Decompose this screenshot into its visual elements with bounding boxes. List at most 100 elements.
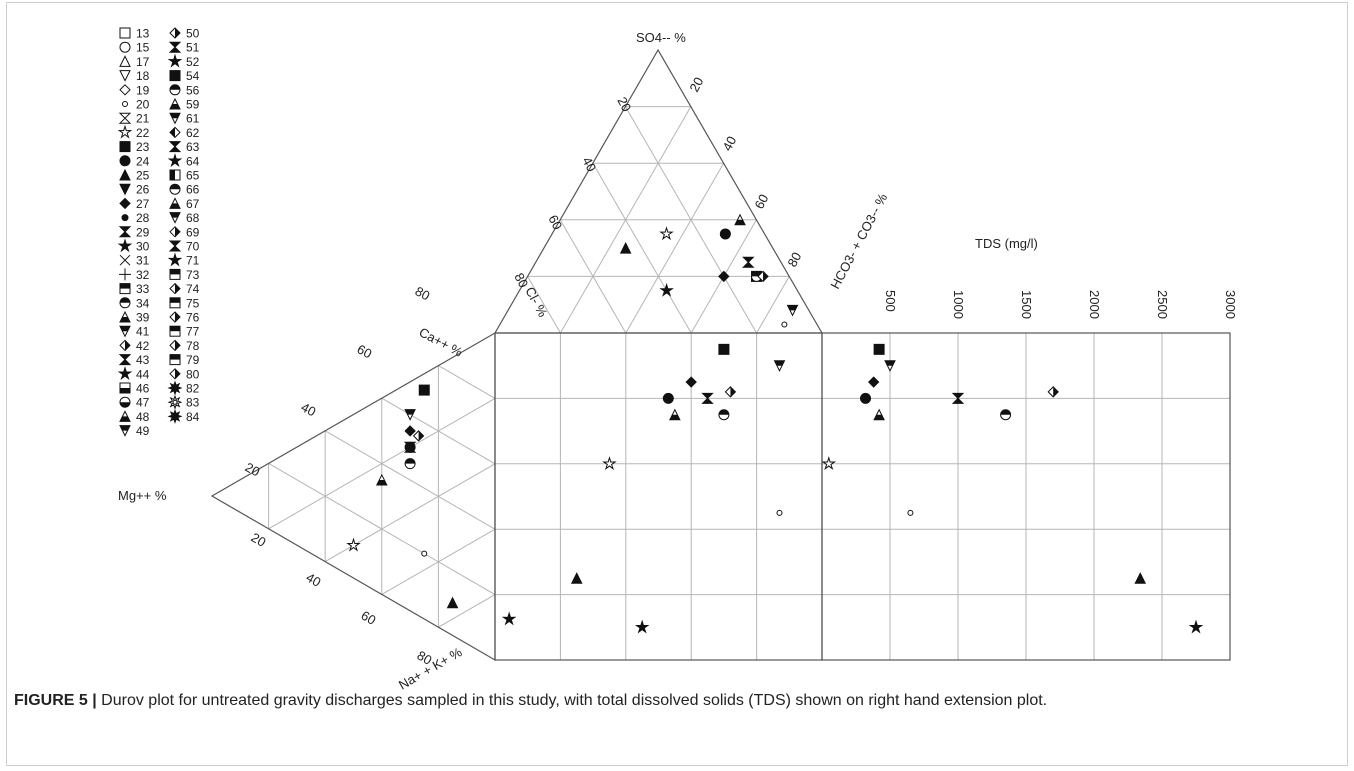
legend-marker-80 bbox=[169, 368, 181, 380]
tick-na-20: 20 bbox=[249, 530, 269, 550]
tick-na-80: 80 bbox=[415, 648, 435, 668]
point-tds-24 bbox=[860, 392, 872, 404]
caption-text: Durov plot for untreated gravity dischar… bbox=[96, 692, 1048, 709]
point-tds-22 bbox=[821, 456, 837, 470]
legend-marker-84 bbox=[167, 408, 183, 424]
legend-marker-71 bbox=[167, 252, 183, 267]
legend-label-56: 56 bbox=[186, 83, 200, 97]
point-cation-23 bbox=[418, 384, 430, 396]
tick-na-60: 60 bbox=[359, 608, 379, 628]
legend-marker-78 bbox=[169, 339, 181, 352]
tick-hco3-40: 40 bbox=[719, 134, 739, 154]
point-cation-34 bbox=[404, 458, 416, 470]
legend-marker-42 bbox=[119, 339, 131, 352]
point-anion-25 bbox=[619, 241, 632, 254]
point-anion-29 bbox=[742, 256, 755, 268]
legend-marker-70 bbox=[168, 240, 182, 252]
legend-label-39: 39 bbox=[136, 311, 150, 325]
legend-label-13: 13 bbox=[136, 27, 150, 41]
point-square-34 bbox=[718, 409, 730, 421]
point-square-48 bbox=[669, 408, 681, 421]
point-square-20 bbox=[776, 509, 783, 516]
tick-tds-3000: 3000 bbox=[1223, 290, 1238, 319]
legend-label-75: 75 bbox=[186, 296, 200, 310]
legend-label-59: 59 bbox=[186, 98, 200, 112]
legend-label-67: 67 bbox=[186, 197, 200, 211]
point-anion-48 bbox=[734, 213, 746, 226]
legend-marker-21 bbox=[118, 112, 132, 124]
legend-label-46: 46 bbox=[136, 382, 150, 396]
legend-label-52: 52 bbox=[186, 55, 200, 69]
tick-cl-80: 80 bbox=[511, 270, 531, 290]
point-cation-74 bbox=[412, 430, 425, 442]
durov-plot: 1315171819202122232425262728293031323334… bbox=[117, 27, 1238, 690]
point-anion-22 bbox=[659, 226, 674, 241]
legend-label-79: 79 bbox=[186, 353, 200, 367]
legend-label-73: 73 bbox=[186, 268, 200, 282]
point-anion-24 bbox=[719, 228, 731, 240]
legend-label-65: 65 bbox=[186, 169, 200, 183]
legend-label-74: 74 bbox=[186, 282, 200, 296]
axis-label-cl: Cl- % bbox=[522, 284, 550, 319]
legend-label-82: 82 bbox=[186, 382, 200, 396]
tick-tds-2500: 2500 bbox=[1155, 290, 1170, 319]
legend-label-76: 76 bbox=[186, 311, 200, 325]
point-square-23 bbox=[718, 343, 730, 355]
legend-marker-62 bbox=[169, 126, 181, 139]
legend-marker-17 bbox=[119, 55, 131, 67]
legend-label-71: 71 bbox=[186, 254, 200, 268]
legend-marker-31 bbox=[119, 254, 131, 266]
legend-marker-61 bbox=[169, 112, 181, 125]
legend-marker-34 bbox=[119, 297, 131, 309]
legend-label-33: 33 bbox=[136, 282, 150, 296]
legend-label-84: 84 bbox=[186, 410, 200, 424]
legend-label-43: 43 bbox=[136, 353, 150, 367]
legend-marker-79 bbox=[169, 354, 181, 366]
plot-outline bbox=[210, 48, 1231, 662]
legend-marker-50 bbox=[169, 27, 181, 39]
point-anion-34 bbox=[751, 270, 762, 282]
point-cation-25 bbox=[446, 596, 459, 609]
legend-label-32: 32 bbox=[136, 268, 150, 282]
legend-marker-23 bbox=[119, 141, 131, 153]
tick-tds-1500: 1500 bbox=[1019, 290, 1034, 319]
point-tds-34 bbox=[1000, 409, 1012, 421]
legend-label-49: 49 bbox=[136, 424, 150, 438]
point-tds-49 bbox=[884, 360, 896, 372]
legend-marker-33 bbox=[119, 283, 131, 295]
legend-marker-51 bbox=[168, 41, 182, 53]
legend-marker-68 bbox=[169, 212, 181, 224]
tick-tds-2000: 2000 bbox=[1087, 290, 1102, 319]
legend-label-80: 80 bbox=[186, 367, 200, 381]
tick-labels: 20 40 60 80 20 40 60 80 20 40 60 80 20 40 60 80 500 1000 1… bbox=[243, 75, 1238, 668]
tick-tds-1000: 1000 bbox=[951, 290, 966, 319]
tick-tds-500: 500 bbox=[883, 290, 898, 312]
legend-marker-27 bbox=[119, 197, 131, 210]
tick-ca-80: 80 bbox=[413, 283, 433, 303]
point-anion-52 bbox=[659, 282, 674, 297]
legend-marker-15 bbox=[119, 41, 131, 53]
legend-label-68: 68 bbox=[186, 211, 200, 225]
legend-marker-18 bbox=[119, 70, 131, 82]
legend-label-25: 25 bbox=[136, 169, 150, 183]
legend-marker-75 bbox=[169, 297, 181, 309]
legend-label-21: 21 bbox=[136, 112, 150, 126]
legend-label-66: 66 bbox=[186, 183, 200, 197]
legend-marker-82 bbox=[167, 380, 183, 396]
legend-label-47: 47 bbox=[136, 396, 150, 410]
legend-marker-74 bbox=[169, 282, 181, 295]
legend-label-23: 23 bbox=[136, 140, 150, 154]
legend-label-50: 50 bbox=[186, 27, 200, 41]
point-anion-74 bbox=[757, 270, 769, 283]
legend-label-78: 78 bbox=[186, 339, 200, 353]
point-square-49 bbox=[773, 360, 786, 372]
point-square-29 bbox=[701, 392, 714, 404]
axis-label-na: Na+ + K+ % bbox=[396, 644, 465, 690]
legend-marker-48 bbox=[119, 410, 131, 422]
legend-marker-69 bbox=[169, 226, 181, 238]
legend-label-22: 22 bbox=[136, 126, 150, 140]
legend-marker-39 bbox=[119, 310, 131, 323]
point-anion-20 bbox=[781, 321, 788, 328]
figure-caption: FIGURE 5 | Durov plot for untreated grav… bbox=[14, 690, 1304, 712]
legend-marker-30 bbox=[117, 238, 133, 253]
